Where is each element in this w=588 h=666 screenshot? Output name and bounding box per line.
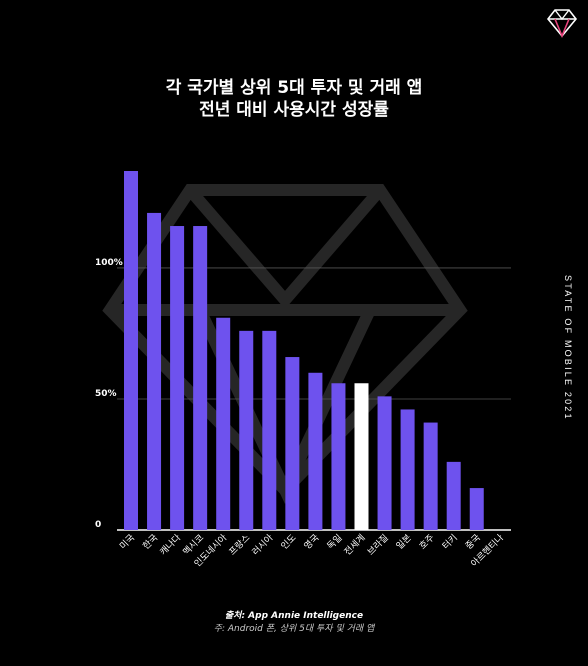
bar-6 (239, 330, 254, 530)
y-tick-label: 0 (95, 520, 101, 530)
brand-logo-icon (546, 8, 578, 42)
x-tick-label: 중국 (463, 532, 482, 551)
side-label: STATE OF MOBILE 2021 (563, 275, 573, 421)
bar-14 (423, 422, 438, 530)
x-tick-label: 러시아 (250, 532, 276, 558)
bar-8 (285, 357, 300, 530)
x-tick-label: 독일 (325, 532, 344, 551)
x-tick-label: 브라질 (365, 532, 391, 558)
x-tick-label: 캐나다 (158, 532, 184, 558)
bar-1 (124, 171, 138, 530)
bar-15 (446, 461, 461, 530)
bar-4 (193, 226, 208, 531)
note-text: 주: Android 폰, 상위 5대 투자 및 거래 앱 (213, 624, 375, 634)
bar-13 (400, 409, 415, 530)
bar-10 (331, 383, 346, 530)
source-text: 출처: App Annie Intelligence (224, 611, 364, 621)
x-tick-label: 터키 (440, 532, 459, 551)
bar-7 (262, 330, 277, 530)
x-tick-label: 미국 (118, 532, 137, 551)
x-tick-label: 호주 (417, 532, 436, 551)
y-tick-label: 50% (95, 389, 117, 399)
x-tick-label: 전세계 (342, 532, 368, 558)
chart-title-line1: 각 국가별 상위 5대 투자 및 거래 앱 (165, 78, 423, 98)
bar-11 (354, 383, 369, 530)
bar-3 (170, 226, 185, 531)
bar-9 (308, 372, 323, 530)
bar-2 (147, 212, 162, 530)
x-tick-label: 프랑스 (226, 532, 252, 558)
x-tick-label: 영국 (302, 532, 321, 551)
x-tick-label: 한국 (141, 532, 160, 551)
x-tick-label: 일본 (394, 532, 413, 551)
y-tick-label: 100% (95, 258, 123, 268)
bar-16 (469, 488, 484, 530)
bar-5 (216, 317, 231, 530)
x-tick-label: 인도 (279, 532, 298, 551)
chart-title-line2: 전년 대비 사용시간 성장률 (199, 100, 389, 120)
bar-12 (377, 396, 392, 530)
